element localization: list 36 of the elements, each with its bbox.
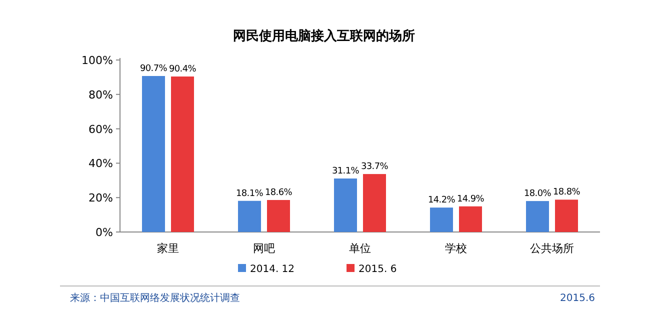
data-label: 14.2% — [428, 196, 456, 206]
bar — [238, 200, 261, 232]
bar — [267, 200, 290, 232]
bar — [334, 178, 357, 232]
bar — [459, 206, 482, 232]
data-label: 31.1% — [332, 166, 360, 177]
bar — [142, 76, 165, 232]
data-label: 18.0% — [524, 189, 552, 200]
y-tick-label: 80% — [88, 88, 113, 102]
x-tick-label: 家里 — [157, 242, 179, 255]
bar — [555, 200, 578, 232]
text: 2015.6 — [560, 293, 595, 304]
data-label: 14.9% — [456, 194, 485, 204]
y-tick-label: 100% — [82, 54, 113, 67]
bar — [171, 76, 194, 232]
y-tick-label: 20% — [88, 192, 113, 205]
bar — [526, 201, 549, 232]
x-tick-label: 学校 — [445, 242, 467, 255]
data-label: 18.1% — [236, 188, 264, 199]
bar — [430, 208, 453, 232]
data-label: 33.7% — [360, 162, 389, 172]
data-label: 90.7% — [140, 64, 168, 74]
y-tick-label: 60% — [88, 122, 113, 136]
data-label: 90.4% — [168, 64, 197, 75]
source-note: 来源：中国互联网络发展状况统计调查 — [70, 292, 240, 304]
bar — [363, 174, 386, 232]
x-tick-label: 单位 — [349, 242, 371, 255]
y-tick-label: 40% — [88, 157, 113, 170]
x-tick-label: 公共场所 — [530, 242, 574, 255]
y-tick-label: 0% — [96, 226, 113, 239]
x-tick-label: 网吧 — [253, 242, 275, 255]
legend-label: 2015. 6 — [358, 264, 397, 275]
data-label: 18.6% — [264, 188, 293, 198]
legend-label: 2014. 12 — [250, 264, 295, 275]
chart-title: 网民使用电脑接入互联网的场所 — [233, 28, 415, 44]
data-label: 18.8% — [552, 188, 581, 198]
